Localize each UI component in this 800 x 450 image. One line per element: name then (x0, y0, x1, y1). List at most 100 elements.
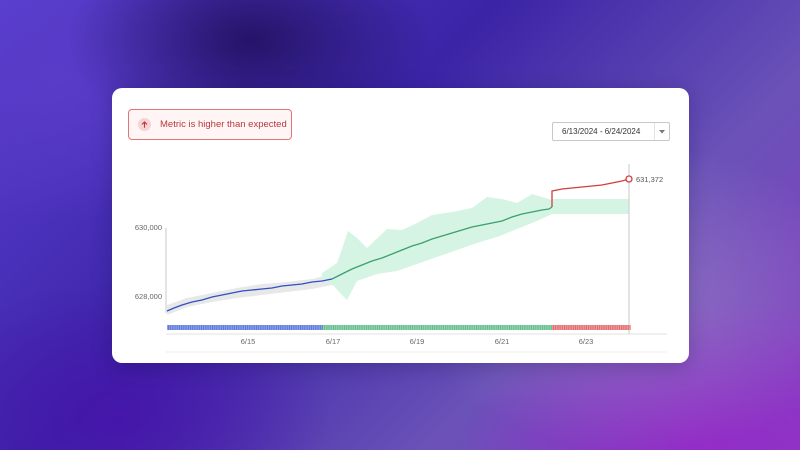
status-strip-tick (471, 325, 473, 330)
status-strip-tick (231, 325, 233, 330)
status-strip-tick (610, 325, 612, 330)
status-strip-tick (361, 325, 363, 330)
status-strip-tick (220, 325, 222, 330)
status-strip-tick (405, 325, 407, 330)
expected-line (331, 206, 553, 280)
status-strip-tick (330, 325, 332, 330)
status-strip-tick (443, 325, 444, 330)
status-strip-tick (183, 325, 185, 330)
status-strip-tick (251, 325, 253, 330)
status-strip-tick (256, 325, 257, 330)
status-strip (167, 325, 631, 330)
status-strip-tick (291, 325, 293, 330)
status-strip-tick (247, 325, 249, 330)
history-band (167, 274, 332, 315)
status-strip-tick (229, 325, 231, 330)
status-strip-tick (572, 325, 574, 330)
status-strip-tick (379, 325, 381, 330)
status-strip-tick (627, 325, 629, 330)
status-strip-tick (522, 325, 524, 330)
status-strip-tick (621, 325, 623, 330)
status-strip-tick (623, 325, 625, 330)
status-strip-tick (592, 325, 594, 330)
status-strip-tick (524, 325, 526, 330)
status-strip-tick (218, 325, 220, 330)
status-strip-tick (500, 325, 502, 330)
status-strip-tick (311, 325, 312, 330)
status-strip-tick (258, 325, 260, 330)
status-strip-tick (170, 325, 172, 330)
status-strip-tick (555, 325, 557, 330)
status-strip-tick (559, 325, 561, 330)
status-strip-tick (344, 325, 345, 330)
chevron-down-icon[interactable] (654, 123, 669, 140)
status-strip-tick (432, 325, 433, 330)
status-strip-tick (203, 325, 205, 330)
status-strip-tick (267, 325, 268, 330)
status-strip-tick (401, 325, 403, 330)
status-strip-tick (412, 325, 414, 330)
status-strip-tick (172, 325, 174, 330)
date-range-value: 6/13/2024 - 6/24/2024 (562, 127, 641, 136)
status-strip-tick (355, 325, 356, 330)
status-strip-tick (407, 325, 409, 330)
status-strip-tick (396, 325, 398, 330)
status-strip-tick (308, 325, 310, 330)
status-strip-tick (223, 325, 224, 330)
status-strip-tick (253, 325, 255, 330)
status-strip-tick (429, 325, 431, 330)
anomaly-alert: Metric is higher than expected (128, 109, 292, 140)
status-strip-tick (245, 325, 246, 330)
status-strip-tick (366, 325, 367, 330)
status-strip-tick (601, 325, 603, 330)
status-strip-tick (493, 325, 495, 330)
status-strip-tick (484, 325, 486, 330)
status-strip-tick (201, 325, 202, 330)
status-strip-tick (168, 325, 169, 330)
status-strip-tick (489, 325, 491, 330)
status-strip-tick (495, 325, 497, 330)
status-strip-tick (506, 325, 508, 330)
status-strip-tick (537, 325, 539, 330)
status-strip-tick (566, 325, 568, 330)
status-strip-tick (174, 325, 176, 330)
status-strip-tick (333, 325, 334, 330)
status-strip-tick (487, 325, 488, 330)
status-strip-tick (526, 325, 528, 330)
status-strip-tick (262, 325, 264, 330)
status-strip-tick (599, 325, 601, 330)
status-strip-tick (370, 325, 372, 330)
status-strip-tick (410, 325, 411, 330)
current-value-label: 631,372 (636, 175, 663, 184)
status-strip-tick (425, 325, 427, 330)
status-strip-tick (390, 325, 392, 330)
status-strip-tick (467, 325, 469, 330)
status-strip-tick (214, 325, 216, 330)
status-strip-tick (597, 325, 598, 330)
status-strip-tick (517, 325, 519, 330)
anomaly-card: Metric is higher than expected 6/13/2024… (112, 88, 689, 363)
status-strip-tick (458, 325, 460, 330)
x-tick-label: 6/23 (579, 337, 594, 346)
status-strip-tick (447, 325, 449, 330)
status-strip-tick (372, 325, 374, 330)
status-strip-tick (531, 325, 532, 330)
status-strip-tick (579, 325, 581, 330)
status-strip-tick (282, 325, 284, 330)
status-strip-tick (588, 325, 590, 330)
status-strip-tick (605, 325, 607, 330)
status-strip-tick (416, 325, 418, 330)
status-strip-tick (179, 325, 180, 330)
date-range-select[interactable]: 6/13/2024 - 6/24/2024 (552, 122, 670, 141)
status-strip-tick (423, 325, 425, 330)
status-strip-tick (205, 325, 207, 330)
status-strip-tick (190, 325, 191, 330)
arrow-up-icon (138, 118, 151, 131)
status-strip-tick (478, 325, 480, 330)
status-strip-tick (570, 325, 572, 330)
status-strip-tick (236, 325, 238, 330)
status-strip-tick (414, 325, 416, 330)
status-strip-tick (482, 325, 484, 330)
status-strip-tick (352, 325, 354, 330)
status-strip-tick (381, 325, 383, 330)
